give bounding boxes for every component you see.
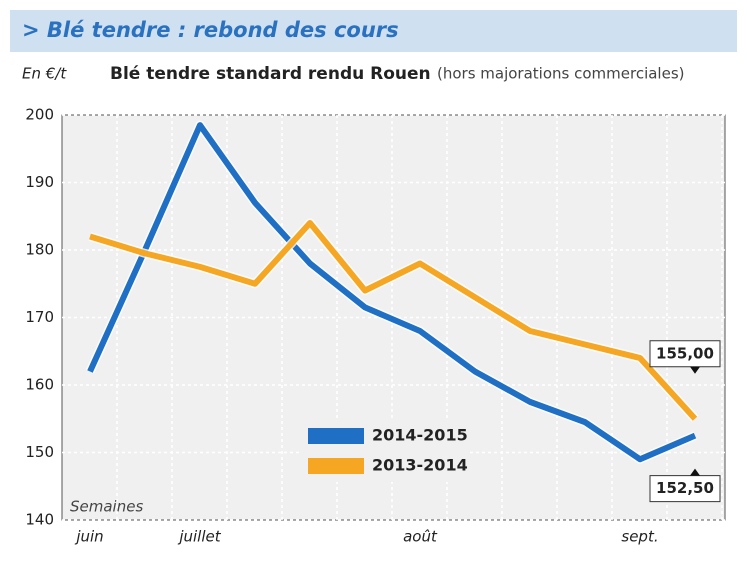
line (89, 220, 698, 421)
y-tick-label: 160 (25, 376, 54, 394)
value-label: 155,00 (656, 344, 714, 362)
y-axis-label: En €/t (22, 65, 67, 83)
y-tick-label: 140 (25, 511, 54, 529)
legend-label: 2014-2015 (372, 426, 468, 445)
y-tick-label: 170 (25, 308, 54, 326)
x-tick-label: juillet (177, 528, 221, 546)
legend-swatch (308, 428, 364, 444)
y-tick-label: 150 (25, 443, 54, 461)
x-axis-label: Semaines (70, 498, 143, 516)
callout-box (649, 475, 721, 503)
chart-title: Blé tendre standard rendu Rouen (110, 64, 431, 84)
value-label: 152,50 (656, 479, 714, 497)
chart-subtitle: (hors majorations commerciales) (437, 65, 685, 83)
callout-box (649, 340, 721, 368)
y-tick-label: 180 (25, 241, 54, 259)
y-tick-label: 190 (25, 173, 54, 191)
x-tick-label: juin (74, 528, 103, 546)
legend-swatch (308, 458, 364, 474)
line (87, 122, 697, 463)
legend-label: 2013-2014 (372, 456, 468, 475)
header: > Blé tendre : rebond des cours (22, 18, 399, 42)
x-tick-label: sept. (621, 528, 658, 546)
callout-pointer (690, 468, 700, 476)
x-tick-label: août (403, 528, 438, 546)
y-tick-label: 200 (25, 106, 54, 124)
header-band (10, 10, 737, 52)
callout-pointer (690, 366, 700, 374)
